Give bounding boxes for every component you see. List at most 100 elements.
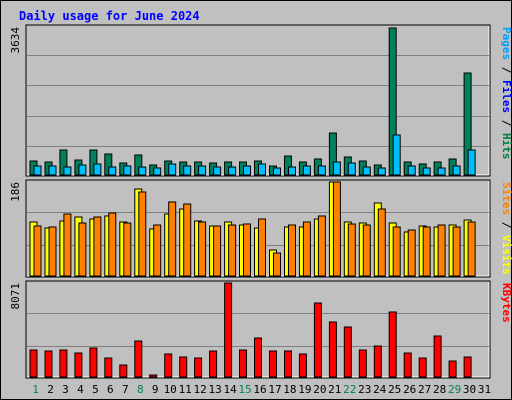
bar-kbytes-day-28: [433, 335, 442, 378]
bar-pages-day-7: [123, 165, 132, 176]
x-tick-label: 26: [403, 383, 416, 396]
bar-pages-day-26: [407, 165, 416, 176]
bar-sites-day-16: [258, 218, 266, 277]
legend-entry: Visits: [500, 235, 512, 275]
bar-kbytes-day-27: [418, 357, 427, 378]
legend-entry: Pages: [500, 27, 512, 60]
x-axis-labels: 1 2 3 4 5 6 7 8 9 10 11 12 13 14 15 16 17 18 19 20 21 22 23 24 2…: [32, 383, 491, 396]
bar-sites-day-22: [347, 223, 356, 277]
x-tick-label: 29: [448, 383, 461, 396]
x-tick-label: 18: [283, 383, 296, 396]
bar-kbytes-day-2: [44, 350, 53, 378]
bar-kbytes-day-7: [119, 364, 128, 378]
bar-kbytes-day-26: [403, 352, 412, 378]
legend-kbytes: KBytes: [500, 283, 512, 323]
bar-pages-day-24: [377, 167, 386, 176]
bar-pages-day-23: [362, 166, 371, 176]
bar-sites-day-4: [78, 222, 87, 277]
plot-area: [25, 24, 491, 177]
bar-sites-day-21: [332, 181, 341, 277]
bar-pages-day-18: [288, 166, 296, 176]
bar-pages-day-30: [467, 149, 476, 176]
bar-sites-day-25: [392, 226, 401, 277]
bar-pages-day-25: [392, 134, 401, 176]
x-tick-label: 7: [122, 383, 129, 396]
bar-sites-day-23: [362, 224, 371, 277]
x-tick-label: 30: [463, 383, 476, 396]
bar-pages-day-2: [48, 165, 57, 176]
y-max-label: 8071: [9, 283, 22, 310]
bar-kbytes-day-4: [74, 352, 83, 378]
bar-kbytes-day-12: [194, 357, 203, 378]
bar-sites-day-6: [108, 212, 117, 277]
x-tick-label: 25: [388, 383, 401, 396]
bar-pages-day-6: [108, 166, 117, 176]
bar-pages-day-17: [273, 167, 281, 176]
x-tick-label: 8: [137, 383, 144, 396]
bar-sites-day-14: [228, 224, 237, 277]
bar-kbytes-day-23: [358, 349, 367, 378]
panel-visits-sites: 186 Sites / Visits: [9, 179, 512, 278]
bar-pages-day-15: [243, 165, 251, 176]
x-tick-label: 4: [77, 383, 84, 396]
x-tick-label: 28: [433, 383, 446, 396]
bar-sites-day-30: [467, 221, 476, 277]
bar-kbytes-day-3: [59, 349, 68, 378]
bar-sites-day-10: [168, 201, 177, 277]
bar-kbytes-day-16: [254, 337, 262, 378]
bar-sites-day-24: [377, 208, 386, 277]
legend-entry: /: [500, 215, 512, 235]
bar-sites-day-7: [123, 222, 132, 277]
bar-kbytes-day-20: [313, 302, 322, 378]
panel-hits-files-pages: 3634 Pages / Files / Hits: [9, 24, 512, 177]
x-tick-label: 31: [478, 383, 491, 396]
x-tick-label: 21: [328, 383, 341, 396]
legend-entry: Files: [500, 80, 512, 113]
bar-kbytes-day-13: [209, 350, 218, 378]
bar-kbytes-day-17: [269, 350, 277, 378]
x-tick-label: 1: [32, 383, 39, 396]
x-tick-label: 11: [179, 383, 192, 396]
legend-entry: /: [500, 60, 512, 80]
bar-sites-day-2: [48, 226, 57, 277]
x-tick-label: 6: [107, 383, 114, 396]
bar-kbytes-day-29: [448, 360, 457, 378]
x-tick-label: 14: [223, 383, 237, 396]
bar-kbytes-day-22: [343, 326, 352, 378]
x-tick-label: 20: [313, 383, 326, 396]
bar-pages-day-10: [168, 163, 177, 176]
x-tick-label: 9: [152, 383, 159, 396]
x-tick-label: 22: [343, 383, 356, 396]
bar-pages-day-3: [63, 166, 72, 176]
bar-kbytes-day-25: [388, 311, 397, 378]
x-tick-label: 17: [268, 383, 281, 396]
x-tick-label: 24: [373, 383, 387, 396]
bar-sites-day-12: [198, 221, 207, 277]
bar-sites-day-15: [243, 223, 251, 277]
x-tick-label: 3: [62, 383, 69, 396]
chart-title: Daily usage for June 2024: [19, 9, 200, 23]
bar-pages-day-5: [93, 163, 102, 176]
bar-kbytes-day-5: [89, 347, 98, 378]
bar-kbytes-day-11: [179, 356, 188, 378]
bar-sites-day-28: [437, 224, 446, 277]
bar-pages-day-19: [302, 165, 311, 176]
bar-sites-day-11: [183, 203, 192, 277]
bar-kbytes-day-1: [29, 349, 38, 378]
bar-kbytes-day-18: [284, 350, 292, 378]
bar-pages-day-4: [78, 164, 87, 176]
bar-sites-day-8: [138, 191, 147, 277]
legend-hits-files-pages: Pages / Files / Hits: [500, 27, 512, 160]
y-max-label: 186: [9, 182, 22, 202]
legend-entry: Sites: [500, 182, 512, 215]
legend-visits-sites: Sites / Visits: [500, 182, 512, 275]
bar-pages-day-16: [258, 163, 266, 176]
bar-kbytes-day-21: [328, 321, 337, 378]
bar-sites-day-3: [63, 213, 72, 277]
x-tick-label: 10: [164, 383, 177, 396]
x-tick-label: 16: [253, 383, 266, 396]
bar-pages-day-1: [33, 165, 42, 176]
panel-kbytes: 8071 KBytes: [9, 280, 512, 379]
bar-sites-day-19: [302, 221, 311, 277]
